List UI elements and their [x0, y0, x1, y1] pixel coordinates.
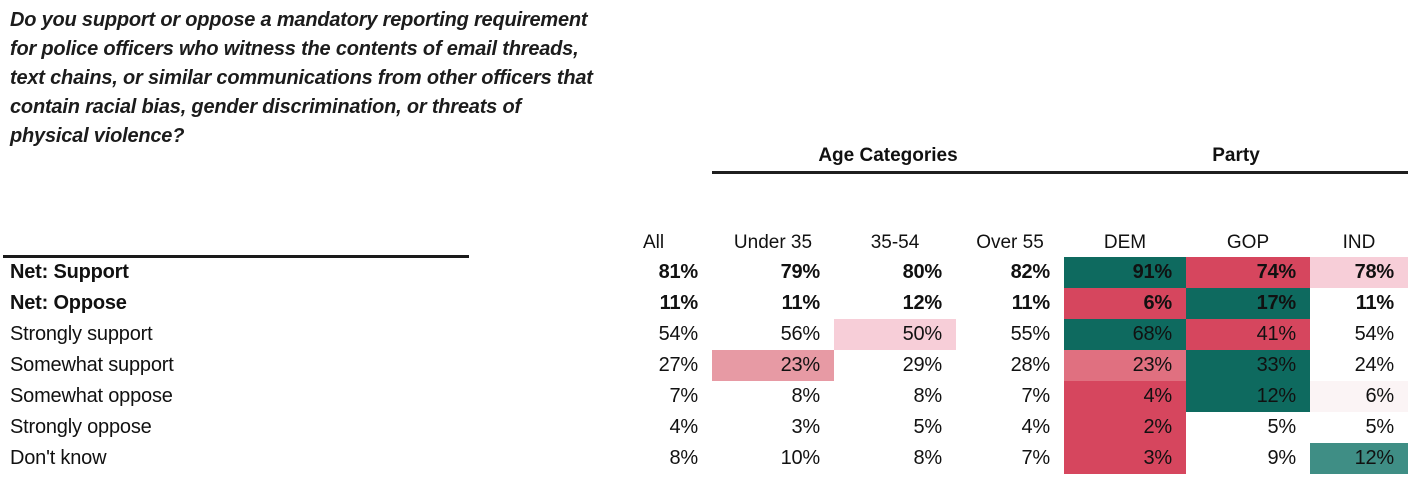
- column-header-ind: IND: [1342, 232, 1376, 253]
- cell-ind: 6%: [1310, 381, 1409, 412]
- cell-35-54: 5%: [913, 416, 942, 438]
- cell-gop: 74%: [1186, 257, 1311, 288]
- cell-35-54: 29%: [902, 354, 943, 376]
- cell-dem: 91%: [1064, 257, 1187, 288]
- cell-ind: 54%: [1354, 323, 1395, 345]
- cell-35-54: 50%: [834, 319, 956, 350]
- column-header-row: All Under 35 35-54 Over 55 DEM GOP IND: [0, 229, 1408, 257]
- cell-all: 7%: [669, 385, 698, 407]
- cell-under-35: 56%: [780, 323, 821, 345]
- cell-all: 4%: [669, 416, 698, 438]
- cell-ind: 24%: [1354, 354, 1395, 376]
- table-row-net-support: Net: Support 81% 79% 80% 82% 91% 74% 78%: [0, 257, 1409, 288]
- cell-over-55: 55%: [1010, 323, 1051, 345]
- table-row-dont-know: Don't know 8% 10% 8% 7% 3% 9% 12%: [0, 443, 1409, 474]
- cell-gop: 12%: [1186, 381, 1311, 412]
- column-header-dem: DEM: [1103, 232, 1147, 253]
- cell-gop: 5%: [1267, 416, 1297, 438]
- cell-under-35: 11%: [781, 292, 821, 314]
- header-spacer-row: [0, 172, 1408, 229]
- cell-over-55: 28%: [1010, 354, 1051, 376]
- column-header-spacer: [0, 229, 595, 257]
- cell-dem: 23%: [1064, 350, 1187, 381]
- cell-over-55: 82%: [1010, 261, 1051, 283]
- column-header-all: All: [642, 232, 665, 253]
- cell-over-55: 4%: [1021, 416, 1051, 438]
- cell-ind: 5%: [1365, 416, 1395, 438]
- table-row-somewhat-support: Somewhat support 27% 23% 29% 28% 23% 33%…: [0, 350, 1408, 381]
- row-label: Net: Oppose: [10, 292, 127, 314]
- row-label: Somewhat support: [10, 354, 174, 376]
- cell-dem: 2%: [1064, 412, 1187, 443]
- cell-dem: 6%: [1064, 288, 1187, 319]
- cell-under-35: 8%: [791, 385, 820, 407]
- column-header-35-54: 35-54: [870, 232, 920, 253]
- column-header-over-55: Over 55: [976, 232, 1044, 253]
- cell-under-35: 79%: [780, 261, 821, 283]
- group-header-party: Party: [1064, 140, 1409, 174]
- group-header-spacer: [0, 140, 712, 172]
- cell-gop: 9%: [1267, 447, 1297, 469]
- cell-over-55: 11%: [1011, 292, 1051, 314]
- cell-ind: 12%: [1310, 443, 1409, 474]
- cell-35-54: 80%: [902, 261, 943, 283]
- cell-under-35: 3%: [791, 416, 820, 438]
- cell-35-54: 12%: [902, 292, 943, 314]
- table-row-strongly-oppose: Strongly oppose 4% 3% 5% 4% 2% 5% 5%: [0, 412, 1408, 443]
- group-header-age-categories: Age Categories: [712, 140, 1065, 174]
- row-label: Net: Support: [10, 261, 129, 283]
- table-row-somewhat-oppose: Somewhat oppose 7% 8% 8% 7% 4% 12% 6%: [0, 381, 1409, 412]
- row-label-divider-rule: [3, 255, 469, 258]
- row-label: Strongly support: [10, 323, 153, 345]
- cell-all: 8%: [669, 447, 698, 469]
- column-header-gop: GOP: [1226, 232, 1270, 253]
- cell-gop: 33%: [1186, 350, 1311, 381]
- cell-35-54: 8%: [913, 447, 942, 469]
- cell-dem: 4%: [1064, 381, 1187, 412]
- table-row-strongly-support: Strongly support 54% 56% 50% 55% 68% 41%…: [0, 319, 1408, 350]
- cell-dem: 68%: [1064, 319, 1187, 350]
- row-label: Somewhat oppose: [10, 385, 173, 407]
- cell-under-35: 10%: [780, 447, 821, 469]
- column-header-under-35: Under 35: [733, 232, 813, 253]
- cell-all: 81%: [658, 261, 699, 283]
- cell-dem: 3%: [1064, 443, 1187, 474]
- cell-gop: 41%: [1186, 319, 1311, 350]
- crosstab-table: Age Categories Party All Under 35 35-54 …: [0, 140, 1409, 474]
- cell-ind: 78%: [1310, 257, 1409, 288]
- question-text: Do you support or oppose a mandatory rep…: [10, 9, 593, 147]
- cell-ind: 11%: [1355, 292, 1395, 314]
- table-row-net-oppose: Net: Oppose 11% 11% 12% 11% 6% 17% 11%: [0, 288, 1408, 319]
- row-label: Don't know: [10, 447, 107, 469]
- cell-over-55: 7%: [1021, 385, 1051, 407]
- cell-35-54: 8%: [913, 385, 942, 407]
- cell-under-35: 23%: [712, 350, 834, 381]
- group-header-row: Age Categories Party: [0, 140, 1409, 174]
- cell-all: 11%: [659, 292, 699, 314]
- cell-gop: 17%: [1186, 288, 1311, 319]
- cell-over-55: 7%: [1021, 447, 1051, 469]
- cell-all: 54%: [658, 323, 699, 345]
- row-label: Strongly oppose: [10, 416, 152, 438]
- cell-all: 27%: [658, 354, 699, 376]
